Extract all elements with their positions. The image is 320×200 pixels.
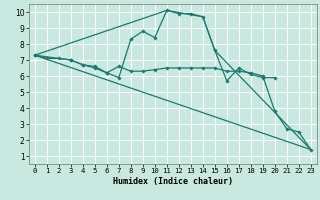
X-axis label: Humidex (Indice chaleur): Humidex (Indice chaleur) <box>113 177 233 186</box>
